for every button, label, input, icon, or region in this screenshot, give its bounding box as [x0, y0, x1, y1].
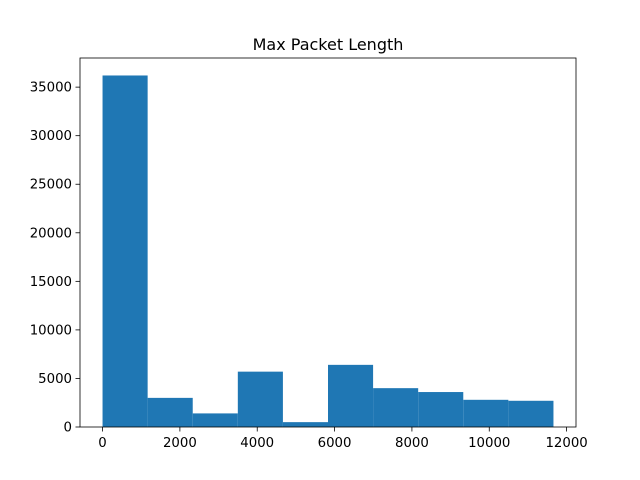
y-tick-label: 10000 [30, 323, 72, 338]
x-tick-label: 4000 [240, 436, 274, 451]
histogram-bar [237, 371, 283, 427]
chart-title: Max Packet Length [253, 35, 404, 54]
x-tick-label: 2000 [163, 436, 197, 451]
y-tick-label: 35000 [30, 81, 72, 96]
x-axis: 0 2000 4000 6000 8000 10000 12000 [98, 427, 588, 451]
bars-layer [102, 75, 554, 428]
plot-frame [79, 57, 577, 428]
y-tick-label: 20000 [30, 226, 72, 241]
y-tick-label: 5000 [38, 372, 72, 387]
histogram-bar [373, 388, 419, 427]
histogram-bar [192, 413, 238, 427]
histogram-bar [328, 364, 374, 427]
x-tick-label: 0 [98, 436, 106, 451]
x-tick-label: 10000 [468, 436, 510, 451]
x-tick-label: 8000 [395, 436, 429, 451]
histogram-bar [102, 75, 148, 428]
histogram-bar [508, 400, 554, 427]
y-tick-label: 25000 [30, 178, 72, 193]
x-tick-label: 6000 [318, 436, 352, 451]
y-axis: 0 5000 10000 15000 20000 25000 30000 35000 [30, 81, 80, 436]
histogram-bar [282, 422, 328, 427]
y-tick-label: 15000 [30, 275, 72, 290]
x-tick-label: 12000 [545, 436, 587, 451]
y-tick-label: 30000 [30, 129, 72, 144]
y-tick-label: 0 [64, 421, 72, 436]
histogram-bar [147, 397, 193, 427]
histogram-bar [463, 399, 509, 427]
histogram-bar [418, 392, 464, 427]
